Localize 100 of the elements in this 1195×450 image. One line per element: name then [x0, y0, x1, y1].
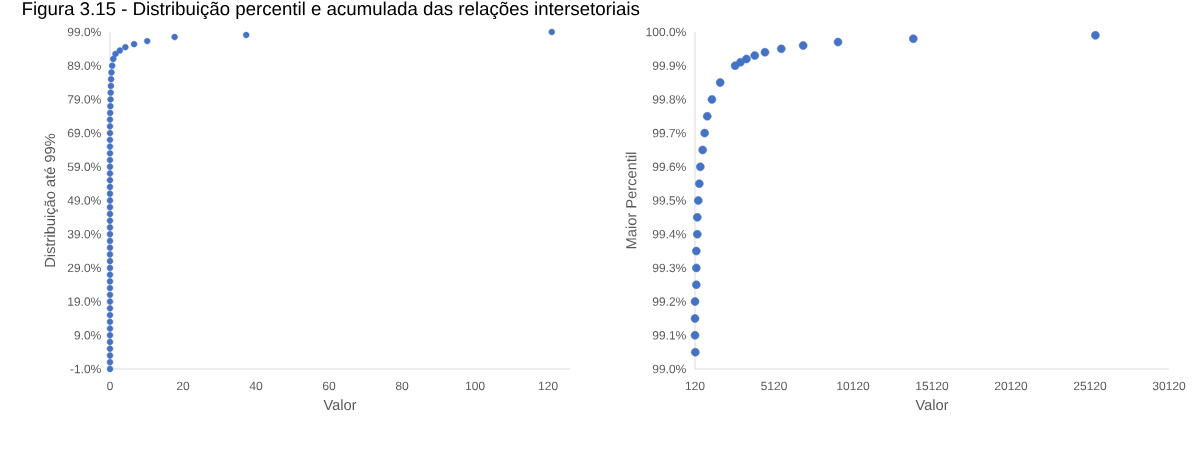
- point: [107, 82, 115, 90]
- point: [106, 156, 114, 164]
- point: [106, 264, 114, 272]
- point: [106, 284, 114, 292]
- point: [106, 143, 114, 150]
- point: [909, 34, 918, 44]
- point: [777, 44, 786, 54]
- point: [130, 40, 138, 48]
- point: [107, 96, 114, 103]
- point: [798, 41, 808, 50]
- point: [106, 338, 114, 346]
- point: [106, 116, 114, 123]
- point: [690, 331, 700, 340]
- point: [106, 318, 114, 326]
- x-tick-label: 100: [465, 381, 485, 391]
- point: [106, 197, 114, 204]
- y-tick-label: 69.0%: [67, 128, 101, 138]
- point: [242, 31, 250, 39]
- point: [107, 75, 115, 83]
- point: [715, 78, 725, 87]
- x-tick-label: 40: [249, 381, 263, 391]
- y-tick-label: 19.0%: [68, 297, 101, 306]
- point: [107, 89, 114, 96]
- x-tick-label: 20120: [994, 381, 1028, 391]
- point: [691, 347, 700, 357]
- point: [106, 291, 114, 299]
- y-axis-title: Distribuição até 99%: [44, 133, 59, 267]
- point: [1091, 31, 1100, 40]
- y-tick-label: 99.1%: [652, 331, 686, 340]
- point: [112, 50, 119, 58]
- x-axis-title: Valor: [915, 399, 949, 411]
- point: [692, 280, 701, 290]
- point: [106, 177, 114, 184]
- point: [106, 190, 114, 197]
- x-axis-title: Valor: [323, 399, 357, 411]
- point: [108, 62, 116, 69]
- point: [116, 47, 124, 54]
- point: [692, 263, 701, 273]
- y-tick-label: 9.0%: [74, 331, 101, 340]
- x-tick-label: 25120: [1073, 381, 1107, 391]
- y-tick-label: 59.0%: [67, 162, 101, 172]
- point: [106, 278, 114, 285]
- y-axis-title: Maior Percentil: [625, 152, 637, 249]
- point: [736, 58, 745, 67]
- point: [106, 217, 114, 224]
- point: [742, 54, 751, 64]
- point: [106, 257, 114, 265]
- y-tick-label: 99.5%: [652, 196, 686, 205]
- point: [110, 55, 117, 63]
- point: [760, 47, 770, 57]
- point: [693, 213, 702, 222]
- x-tick-label: 20: [176, 381, 190, 391]
- y-tick-label: 79.0%: [67, 95, 101, 104]
- point: [108, 69, 115, 76]
- x-tick-label: 15120: [916, 381, 949, 391]
- point: [144, 37, 151, 45]
- y-tick-label: 99.8%: [652, 95, 686, 104]
- y-tick-label: 99.3%: [652, 263, 686, 273]
- x-tick-label: 80: [395, 381, 409, 391]
- y-tick-label: 39.0%: [67, 229, 101, 239]
- point: [106, 332, 114, 339]
- point: [106, 129, 114, 137]
- point: [106, 231, 114, 238]
- point: [106, 150, 114, 157]
- point: [106, 183, 114, 191]
- point: [106, 210, 114, 218]
- x-tick-label: 30120: [1152, 381, 1186, 391]
- point: [106, 170, 114, 177]
- x-tick-label: 120: [685, 381, 705, 391]
- x-tick-label: 5120: [761, 381, 787, 391]
- point: [698, 145, 707, 155]
- point: [700, 128, 709, 138]
- point: [106, 365, 114, 373]
- point: [690, 297, 700, 306]
- y-tick-label: 100.0%: [646, 27, 686, 37]
- point: [750, 51, 760, 60]
- x-tick-label: 0: [107, 381, 113, 391]
- point: [106, 352, 114, 359]
- chart-title: Figura 3.15 - Distribuição percentil e acumulada das relações intersetoriais: [23, 1, 640, 20]
- x-tick-label: 60: [322, 381, 336, 391]
- y-tick-label: 99.4%: [652, 229, 686, 239]
- point: [106, 237, 114, 245]
- y-tick-label: 99.0%: [652, 364, 686, 374]
- point: [693, 229, 702, 239]
- point: [122, 43, 129, 51]
- y-tick-label: 49.0%: [67, 196, 101, 205]
- point: [106, 271, 114, 278]
- x-tick-label: 120: [539, 381, 558, 391]
- y-tick-label: 99.2%: [652, 297, 686, 306]
- point: [106, 359, 114, 366]
- point: [106, 298, 114, 305]
- y-tick-label: -1.0%: [70, 364, 101, 374]
- point: [106, 305, 114, 312]
- y-tick-label: 99.6%: [652, 162, 686, 172]
- y-tick-label: 89.0%: [67, 61, 101, 70]
- point: [694, 196, 703, 205]
- point: [690, 314, 700, 323]
- point: [106, 109, 114, 117]
- y-tick-label: 99.9%: [652, 61, 686, 70]
- y-tick-label: 29.0%: [67, 263, 101, 273]
